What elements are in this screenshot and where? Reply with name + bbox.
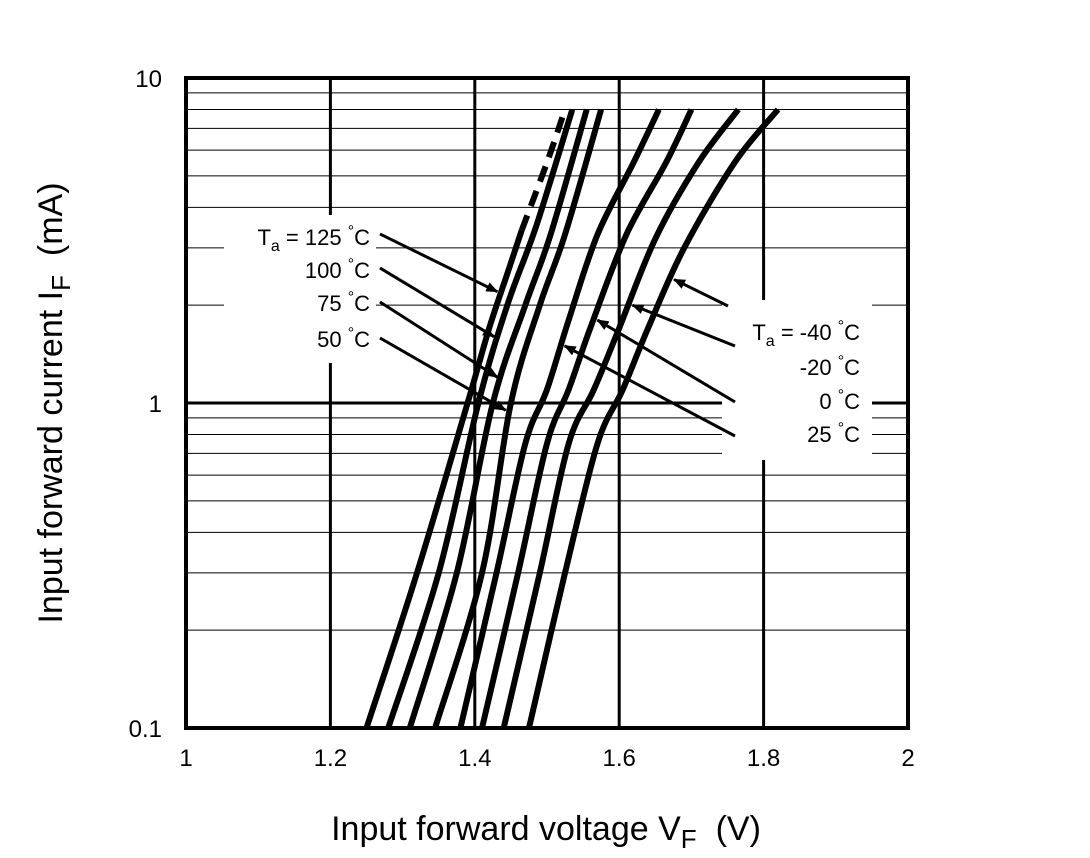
curve--20c <box>500 107 741 729</box>
curve-125c <box>363 229 525 729</box>
curve-50c <box>432 108 604 729</box>
arrow-minus20c <box>631 303 736 348</box>
left-label-background <box>224 215 376 363</box>
arrow-125c <box>379 232 499 294</box>
left-temp-label-0: Ta = 125 °C <box>257 223 370 255</box>
curve-75c <box>406 108 590 729</box>
left-temp-label-1: 100 °C <box>305 256 370 283</box>
x-tick-label: 1.8 <box>747 745 780 772</box>
right-label-background <box>722 300 872 460</box>
curve-125c-dashed <box>518 108 568 232</box>
x-axis-label: Input forward voltage VF (V) <box>331 810 761 854</box>
right-temp-label-0: Ta = -40 °C <box>752 318 860 350</box>
right-temp-label-3: 25 °C <box>807 420 860 447</box>
curve-0c <box>479 108 695 729</box>
arrow-100c <box>379 266 495 338</box>
annotation-arrows <box>379 232 736 438</box>
arrow-25c <box>563 344 736 438</box>
arrow-minus40c <box>673 278 729 308</box>
arrow-75c <box>379 300 499 379</box>
tick-labels: 1 1.2 1.4 1.6 1.8 2 0.1 1 10 <box>129 66 915 772</box>
left-temp-label-2: 75 °C <box>317 289 370 316</box>
y-tick-label: 1 <box>149 391 162 418</box>
x-tick-label: 2 <box>901 745 914 772</box>
x-tick-label: 1 <box>179 745 192 772</box>
y-tick-label: 10 <box>135 66 162 93</box>
x-tick-label: 1.6 <box>603 745 636 772</box>
right-temperature-labels: Ta = -40 °C -20 °C 0 °C 25 °C <box>752 318 860 447</box>
right-temp-label-2: 0 °C <box>819 387 860 414</box>
left-temp-label-3: 50 °C <box>317 325 370 352</box>
arrow-50c <box>379 336 507 412</box>
curves <box>363 107 781 729</box>
x-tick-label: 1.4 <box>458 745 491 772</box>
right-temp-label-1: -20 °C <box>800 353 860 380</box>
plot-frame <box>184 76 910 730</box>
y-axis-label: Input forward current IF (mA) <box>32 182 76 623</box>
curve-25c <box>457 108 662 729</box>
x-tick-label: 1.2 <box>314 745 347 772</box>
curve--40c <box>526 107 781 729</box>
y-tick-label: 0.1 <box>129 716 162 743</box>
label-backgrounds <box>224 215 872 460</box>
arrow-0c <box>596 318 736 404</box>
